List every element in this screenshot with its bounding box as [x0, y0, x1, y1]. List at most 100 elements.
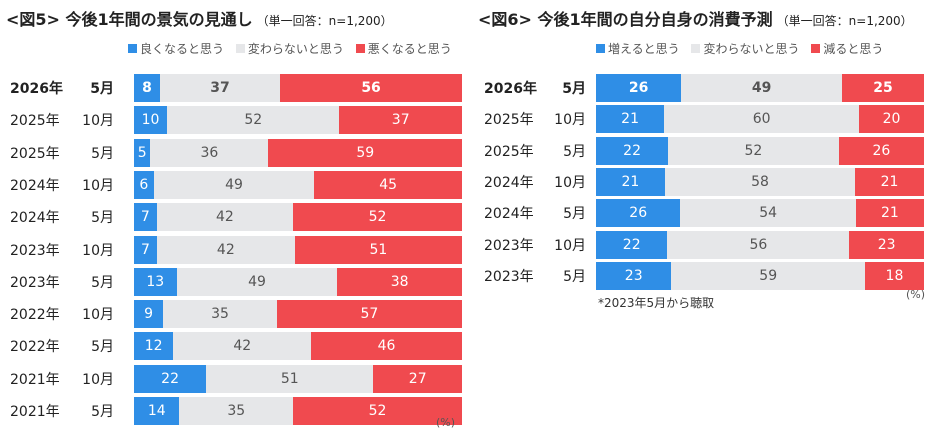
legend-label: 変わらないと思う: [247, 42, 344, 56]
bar-segment-bad: 25: [842, 74, 924, 102]
row-label-year: 2026年: [10, 81, 63, 97]
data-label: 10: [141, 112, 160, 129]
data-label: 45: [379, 176, 398, 193]
stacked-bar: 22 52 26: [596, 136, 924, 165]
row-label-month: 10月: [554, 112, 586, 129]
row-label-month: 5月: [563, 268, 586, 285]
bar-segment-bad: 18: [864, 261, 924, 290]
bar-segment-bad: 59: [268, 138, 462, 167]
bar-segment-good: 23: [596, 261, 672, 290]
row-label-month: 5月: [90, 81, 114, 97]
bar-row: 2024年 5月 26 54 21: [478, 199, 934, 228]
stacked-bar: 21 58 21: [596, 167, 924, 196]
bar-row: 2026年 5月 8 37 56: [0, 74, 470, 102]
data-label: 46: [377, 338, 396, 355]
row-label-year: 2025年: [484, 143, 534, 160]
data-label: 37: [391, 112, 410, 129]
bar-segment-good: 7: [134, 235, 157, 264]
data-label: 49: [248, 273, 266, 290]
bar-segment-bad: 23: [849, 230, 924, 259]
legend-swatch-same: [691, 44, 701, 53]
bar-segment-good: 22: [596, 136, 669, 165]
row-label-year: 2026年: [484, 81, 537, 97]
row-label-month: 5月: [91, 339, 114, 356]
bar-segment-same: 52: [167, 106, 340, 135]
row-label-month: 5月: [91, 145, 114, 162]
data-label: 21: [880, 173, 899, 190]
data-label: 6: [139, 176, 149, 193]
data-label: 7: [140, 209, 150, 226]
data-label: 21: [621, 111, 639, 128]
row-label: 2024年 10月: [10, 175, 114, 195]
data-label: 58: [751, 173, 769, 190]
data-label: 23: [624, 267, 643, 284]
data-label: 8: [142, 80, 152, 96]
data-label: 26: [872, 142, 891, 159]
row-label-year: 2024年: [10, 177, 60, 194]
row-label-year: 2024年: [484, 174, 534, 191]
bar-row: 2025年 10月 21 60 20: [478, 105, 934, 134]
bar-segment-same: 59: [671, 261, 865, 290]
legend-item-bad: 悪くなると思う: [355, 40, 452, 57]
data-label: 49: [751, 80, 772, 96]
data-label: 51: [280, 370, 299, 387]
chart-legend: 増えると思う 変わらないと思う 減ると思う: [596, 40, 891, 57]
stacked-bar: 23 59 18: [596, 261, 924, 290]
legend-swatch-good: [128, 44, 137, 53]
data-label: 14: [147, 403, 166, 419]
data-label: 13: [146, 273, 165, 290]
bar-segment-bad: 51: [294, 235, 462, 264]
stacked-bar: 7 42 51: [134, 235, 462, 264]
bar-segment-good: 26: [596, 74, 682, 102]
data-label: 23: [877, 236, 896, 253]
bar-segment-good: 21: [596, 105, 665, 134]
stacked-bar: 22 56 23: [596, 230, 924, 259]
stacked-bar: 6 49 45: [134, 170, 462, 199]
bar-row: 2022年 10月 9 35 57: [0, 300, 470, 329]
legend-label: 変わらないと思う: [703, 42, 800, 56]
data-label: 21: [621, 173, 640, 190]
legend-item-good: 増えると思う: [596, 40, 680, 57]
bar-row: 2026年 5月 26 49 25: [478, 74, 934, 102]
bar-segment-same: 56: [667, 230, 850, 259]
bar-segment-same: 49: [153, 170, 315, 199]
bar-segment-same: 52: [668, 136, 839, 165]
row-label-month: 10月: [82, 371, 114, 388]
stacked-bar: 10 52 37: [134, 106, 462, 135]
row-label: 2021年 5月: [10, 401, 114, 421]
data-label: 56: [361, 80, 381, 96]
row-label-month: 5月: [562, 81, 586, 97]
bar-segment-same: 36: [150, 138, 269, 167]
data-label: 20: [882, 111, 901, 128]
data-label: 21: [880, 205, 899, 222]
legend-label: 増えると思う: [608, 42, 680, 56]
bar-segment-good: 26: [596, 199, 681, 228]
row-label-year: 2025年: [10, 113, 60, 130]
row-label-month: 5月: [563, 206, 586, 223]
row-label: 2023年 5月: [10, 272, 114, 292]
row-label: 2023年 10月: [10, 240, 114, 260]
data-label: 9: [144, 306, 154, 323]
legend-item-same: 変わらないと思う: [691, 40, 799, 57]
row-label: 2026年 5月: [484, 78, 586, 98]
legend-swatch-good: [596, 44, 605, 53]
row-label: 2025年 10月: [10, 110, 114, 130]
chart-legend: 良くなると思う 変わらないと思う 悪くなると思う: [128, 40, 460, 57]
stacked-bar: 13 49 38: [134, 267, 462, 296]
data-label: 26: [629, 205, 648, 222]
data-label: 22: [622, 236, 641, 253]
row-label: 2021年 10月: [10, 369, 114, 389]
data-label: 18: [885, 267, 904, 284]
bar-segment-good: 8: [134, 74, 160, 102]
row-label-year: 2025年: [484, 112, 534, 129]
data-label: 22: [623, 142, 641, 159]
data-label: 54: [759, 205, 778, 222]
data-label: 59: [356, 144, 375, 161]
bar-row: 2023年 10月 7 42 51: [0, 235, 470, 264]
bar-segment-bad: 21: [855, 167, 924, 196]
bar-segment-same: 58: [664, 167, 856, 196]
data-label: 57: [360, 306, 379, 323]
data-label: 25: [873, 80, 893, 96]
bar-row: 2021年 5月 14 35 52: [0, 397, 470, 425]
bar-segment-bad: 57: [276, 300, 462, 329]
